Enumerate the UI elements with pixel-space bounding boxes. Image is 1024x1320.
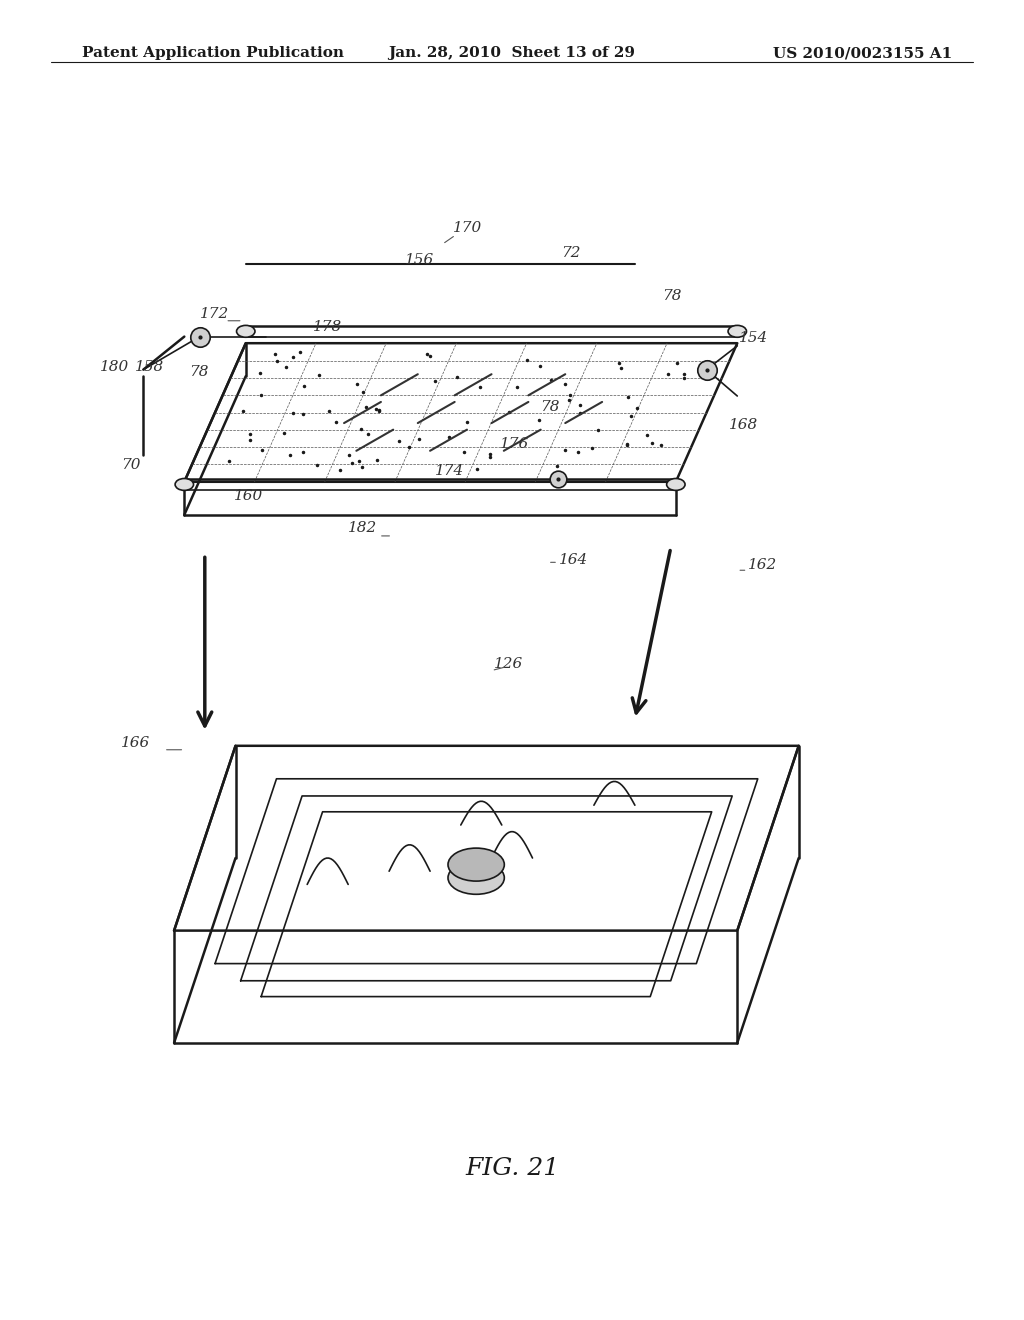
Ellipse shape (449, 847, 505, 882)
Text: 182: 182 (348, 521, 378, 535)
Text: 78: 78 (189, 366, 209, 379)
Text: Jan. 28, 2010  Sheet 13 of 29: Jan. 28, 2010 Sheet 13 of 29 (388, 46, 636, 61)
Ellipse shape (728, 326, 746, 338)
Text: 156: 156 (404, 253, 434, 267)
Text: 72: 72 (561, 247, 581, 260)
Text: 162: 162 (748, 558, 777, 572)
Text: Patent Application Publication: Patent Application Publication (82, 46, 344, 61)
Text: 180: 180 (100, 360, 130, 374)
Ellipse shape (175, 478, 194, 491)
Ellipse shape (449, 861, 505, 895)
Text: 158: 158 (135, 360, 165, 374)
Text: 168: 168 (729, 418, 759, 432)
Text: 78: 78 (663, 289, 682, 302)
Text: 78: 78 (540, 400, 559, 413)
Text: 166: 166 (121, 737, 151, 750)
Text: 164: 164 (559, 553, 589, 566)
Ellipse shape (667, 478, 685, 491)
Text: 70: 70 (121, 458, 140, 471)
Ellipse shape (237, 326, 255, 338)
Text: 126: 126 (494, 657, 523, 671)
Text: 154: 154 (739, 331, 769, 345)
Text: FIG. 21: FIG. 21 (465, 1156, 559, 1180)
Text: US 2010/0023155 A1: US 2010/0023155 A1 (773, 46, 952, 61)
Text: 178: 178 (313, 321, 343, 334)
Text: 174: 174 (435, 465, 465, 478)
Text: 160: 160 (233, 490, 263, 503)
Text: 172: 172 (200, 308, 229, 321)
Text: 170: 170 (453, 222, 482, 235)
Text: 176: 176 (500, 437, 529, 450)
